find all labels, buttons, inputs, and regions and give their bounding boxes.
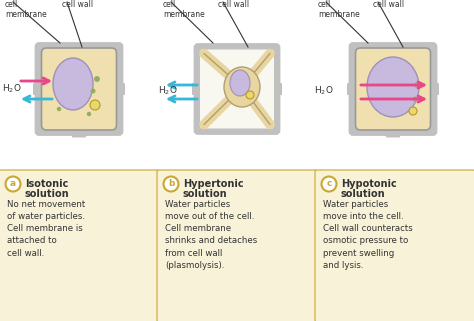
Circle shape	[415, 83, 419, 87]
Text: cell wall: cell wall	[218, 0, 249, 9]
Text: solution: solution	[183, 189, 228, 199]
Ellipse shape	[367, 57, 419, 117]
Text: No net movement
of water particles.
Cell membrane is
attached to
cell wall.: No net movement of water particles. Cell…	[7, 200, 85, 257]
FancyBboxPatch shape	[429, 83, 439, 95]
Circle shape	[6, 177, 20, 192]
Text: H$_2$O: H$_2$O	[314, 85, 334, 97]
Circle shape	[57, 108, 61, 110]
Circle shape	[413, 97, 417, 101]
Text: b: b	[168, 179, 174, 188]
Circle shape	[164, 177, 179, 192]
Ellipse shape	[53, 58, 93, 110]
Text: c: c	[326, 179, 332, 188]
Text: Isotonic: Isotonic	[25, 179, 68, 189]
Text: H$_2$O: H$_2$O	[2, 83, 22, 95]
FancyBboxPatch shape	[115, 83, 125, 95]
FancyBboxPatch shape	[42, 48, 117, 130]
FancyBboxPatch shape	[157, 170, 317, 321]
FancyBboxPatch shape	[195, 45, 279, 134]
FancyBboxPatch shape	[350, 44, 436, 134]
FancyBboxPatch shape	[347, 83, 357, 95]
FancyBboxPatch shape	[192, 83, 202, 95]
Circle shape	[409, 107, 417, 115]
Circle shape	[95, 77, 99, 81]
Text: Water particles
move into the cell.
Cell wall counteracts
osmotic pressure to
pr: Water particles move into the cell. Cell…	[323, 200, 413, 270]
FancyBboxPatch shape	[0, 170, 159, 321]
FancyBboxPatch shape	[36, 44, 122, 134]
Text: solution: solution	[341, 189, 386, 199]
FancyBboxPatch shape	[72, 127, 86, 137]
Text: cell
membrane: cell membrane	[163, 0, 205, 19]
FancyBboxPatch shape	[33, 83, 43, 95]
Text: H$_2$O: H$_2$O	[158, 85, 178, 97]
Text: cell wall: cell wall	[62, 0, 93, 9]
Text: Water particles
move out of the cell.
Cell membrane
shrinks and detaches
from ce: Water particles move out of the cell. Ce…	[165, 200, 257, 270]
Text: cell wall: cell wall	[373, 0, 404, 9]
Text: cell
membrane: cell membrane	[318, 0, 360, 19]
Circle shape	[88, 112, 91, 116]
FancyBboxPatch shape	[315, 170, 474, 321]
Ellipse shape	[230, 70, 250, 96]
Text: cell
membrane: cell membrane	[5, 0, 47, 19]
Text: solution: solution	[25, 189, 70, 199]
Circle shape	[321, 177, 337, 192]
Circle shape	[90, 100, 100, 110]
FancyBboxPatch shape	[356, 48, 430, 130]
FancyBboxPatch shape	[200, 49, 274, 128]
Text: a: a	[10, 179, 16, 188]
FancyBboxPatch shape	[386, 127, 400, 137]
Circle shape	[91, 89, 95, 93]
Ellipse shape	[224, 67, 260, 107]
Text: Hypotonic: Hypotonic	[341, 179, 397, 189]
Text: Hypertonic: Hypertonic	[183, 179, 244, 189]
FancyBboxPatch shape	[272, 83, 282, 95]
Circle shape	[246, 91, 254, 99]
